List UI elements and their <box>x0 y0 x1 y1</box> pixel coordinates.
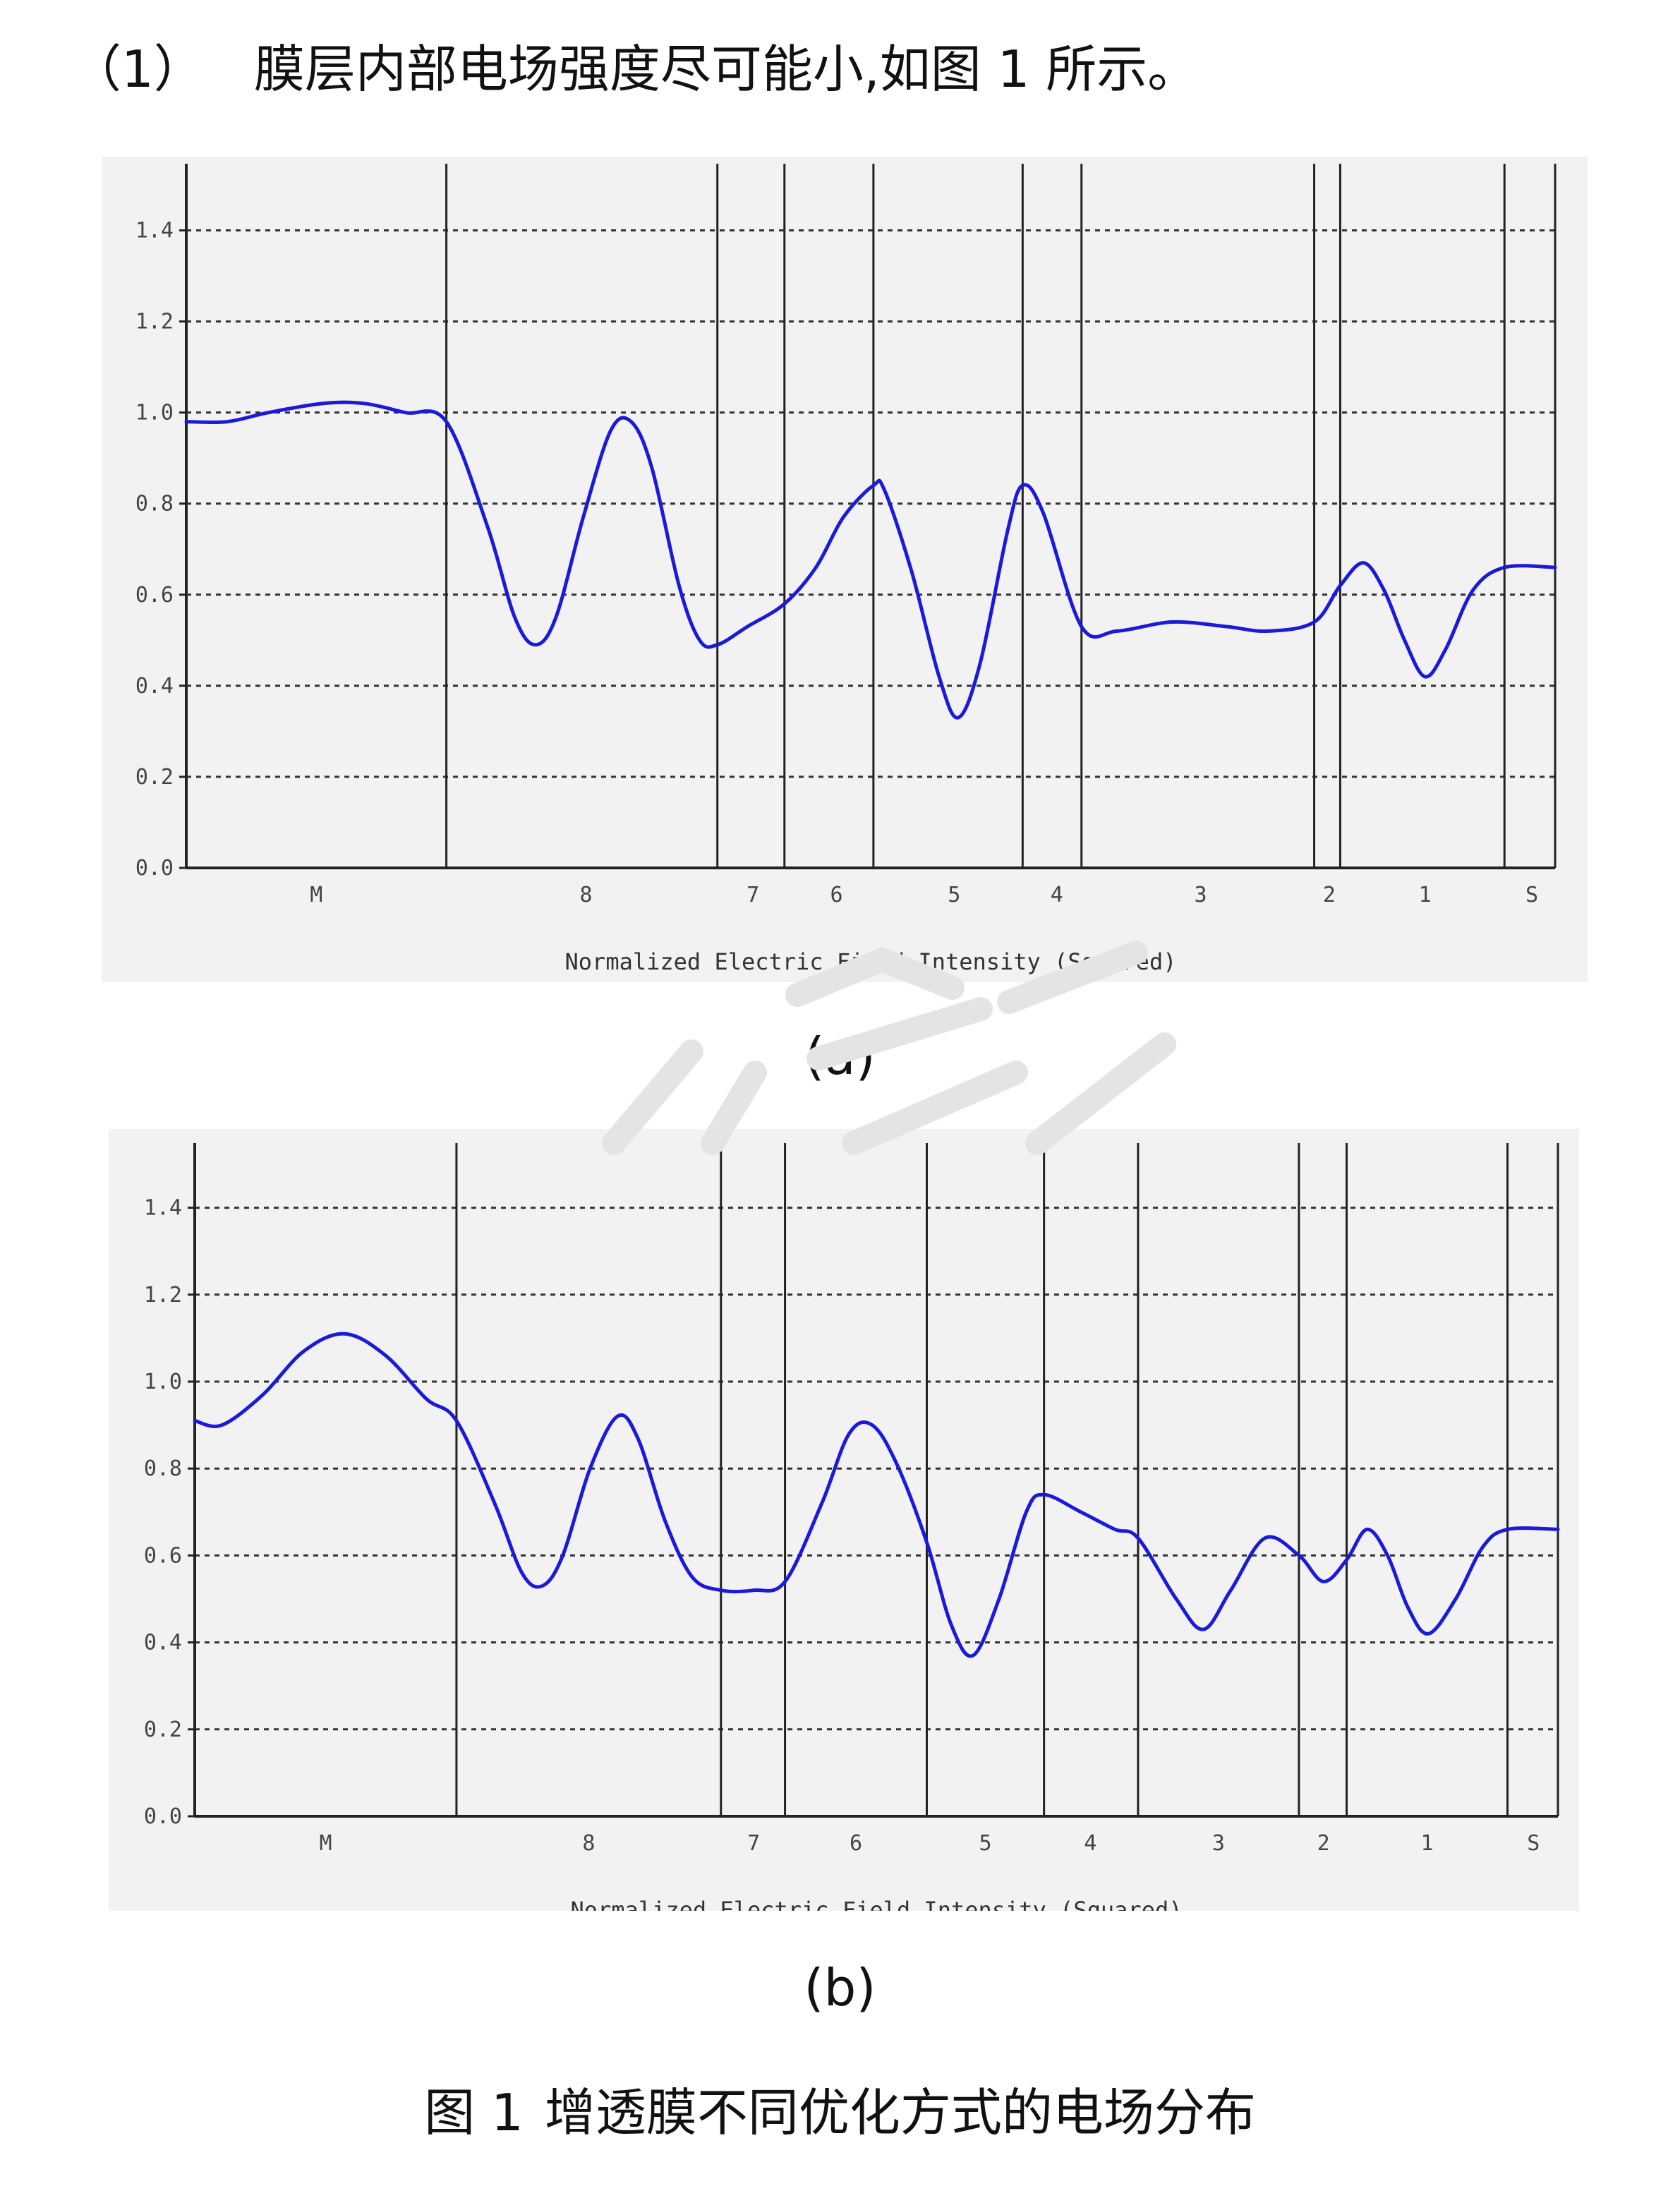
y-tick-label: 0.0 <box>144 1804 182 1829</box>
x-axis-label: Normalized Electric Field Intensity (Squ… <box>571 1897 1183 1911</box>
series-line <box>193 1332 1560 1658</box>
y-tick-label: 1.2 <box>135 310 174 334</box>
chart-panel-a: 0.0 0.2 0.4 0.6 0.8 1.0 1.2 1.4 M 8 7 6 5 4 3 2 1 S Normal… <box>102 157 1588 982</box>
layer-label: 5 <box>948 883 960 907</box>
section-text: 膜层内部电场强度尽可能小,如图 1 所示。 <box>253 40 1199 99</box>
figure-caption-text: 增透膜不同优化方式的电场分布 <box>544 2083 1256 2142</box>
y-tick-label: 0.6 <box>135 583 174 608</box>
plot-background <box>109 1129 1579 1911</box>
section-heading: （1） 膜层内部电场强度尽可能小,如图 1 所示。 <box>71 44 1198 95</box>
layer-label: 8 <box>582 1831 595 1856</box>
chart-a-svg: 0.0 0.2 0.4 0.6 0.8 1.0 1.2 1.4 M 8 7 6 5 4 3 2 1 S Normal… <box>102 157 1588 982</box>
layer-label: 2 <box>1317 1831 1330 1856</box>
layer-label: M <box>319 1831 332 1856</box>
layer-label: 1 <box>1419 883 1432 907</box>
y-tick-label: 0.2 <box>144 1717 182 1742</box>
panel-label-b: (b) <box>804 1958 876 2017</box>
plot-background <box>102 157 1588 982</box>
layer-label: S <box>1527 1831 1540 1856</box>
y-tick-label: 1.2 <box>144 1283 182 1308</box>
layer-label: 7 <box>747 1831 760 1856</box>
layer-label: M <box>310 883 322 907</box>
y-tick-label: 0.0 <box>135 856 174 881</box>
layer-label: 7 <box>747 883 759 907</box>
figure-caption: 图 1 增透膜不同优化方式的电场分布 <box>0 2071 1680 2145</box>
y-tick-label: 0.8 <box>135 492 174 517</box>
y-tick-label: 0.4 <box>144 1631 182 1655</box>
x-axis-label: Normalized Electric Field Intensity (Squ… <box>565 948 1177 975</box>
chart-b-svg: 0.0 0.2 0.4 0.6 0.8 1.0 1.2 1.4 M 8 7 6 5 4 3 2 1 S Normal… <box>109 1129 1579 1911</box>
layer-label: 6 <box>850 1831 862 1856</box>
layer-label: 6 <box>830 883 842 907</box>
y-tick-label: 0.2 <box>135 765 174 790</box>
section-number: （1） <box>71 40 205 99</box>
y-tick-label: 1.0 <box>135 401 174 425</box>
layer-label: 8 <box>579 883 592 907</box>
layer-label: 3 <box>1212 1831 1225 1856</box>
y-tick-label: 0.8 <box>144 1456 182 1481</box>
layer-label: S <box>1525 883 1538 907</box>
layer-label: 4 <box>1051 883 1063 907</box>
layer-label: 5 <box>979 1831 992 1856</box>
y-tick-label: 0.4 <box>135 674 174 699</box>
y-tick-label: 0.6 <box>144 1543 182 1568</box>
y-tick-label: 1.0 <box>144 1370 182 1394</box>
layer-label: 2 <box>1323 883 1336 907</box>
series-line <box>184 400 1557 720</box>
layer-label: 3 <box>1195 883 1207 907</box>
y-tick-label: 1.4 <box>135 219 174 243</box>
figure-caption-label: 图 1 <box>424 2083 524 2142</box>
y-tick-label: 1.4 <box>144 1196 182 1221</box>
layer-label: 1 <box>1420 1831 1433 1856</box>
panel-label-a: (a) <box>804 1027 876 1086</box>
chart-panel-b: 0.0 0.2 0.4 0.6 0.8 1.0 1.2 1.4 M 8 7 6 5 4 3 2 1 S Normal… <box>109 1129 1579 1911</box>
layer-label: 4 <box>1084 1831 1096 1856</box>
